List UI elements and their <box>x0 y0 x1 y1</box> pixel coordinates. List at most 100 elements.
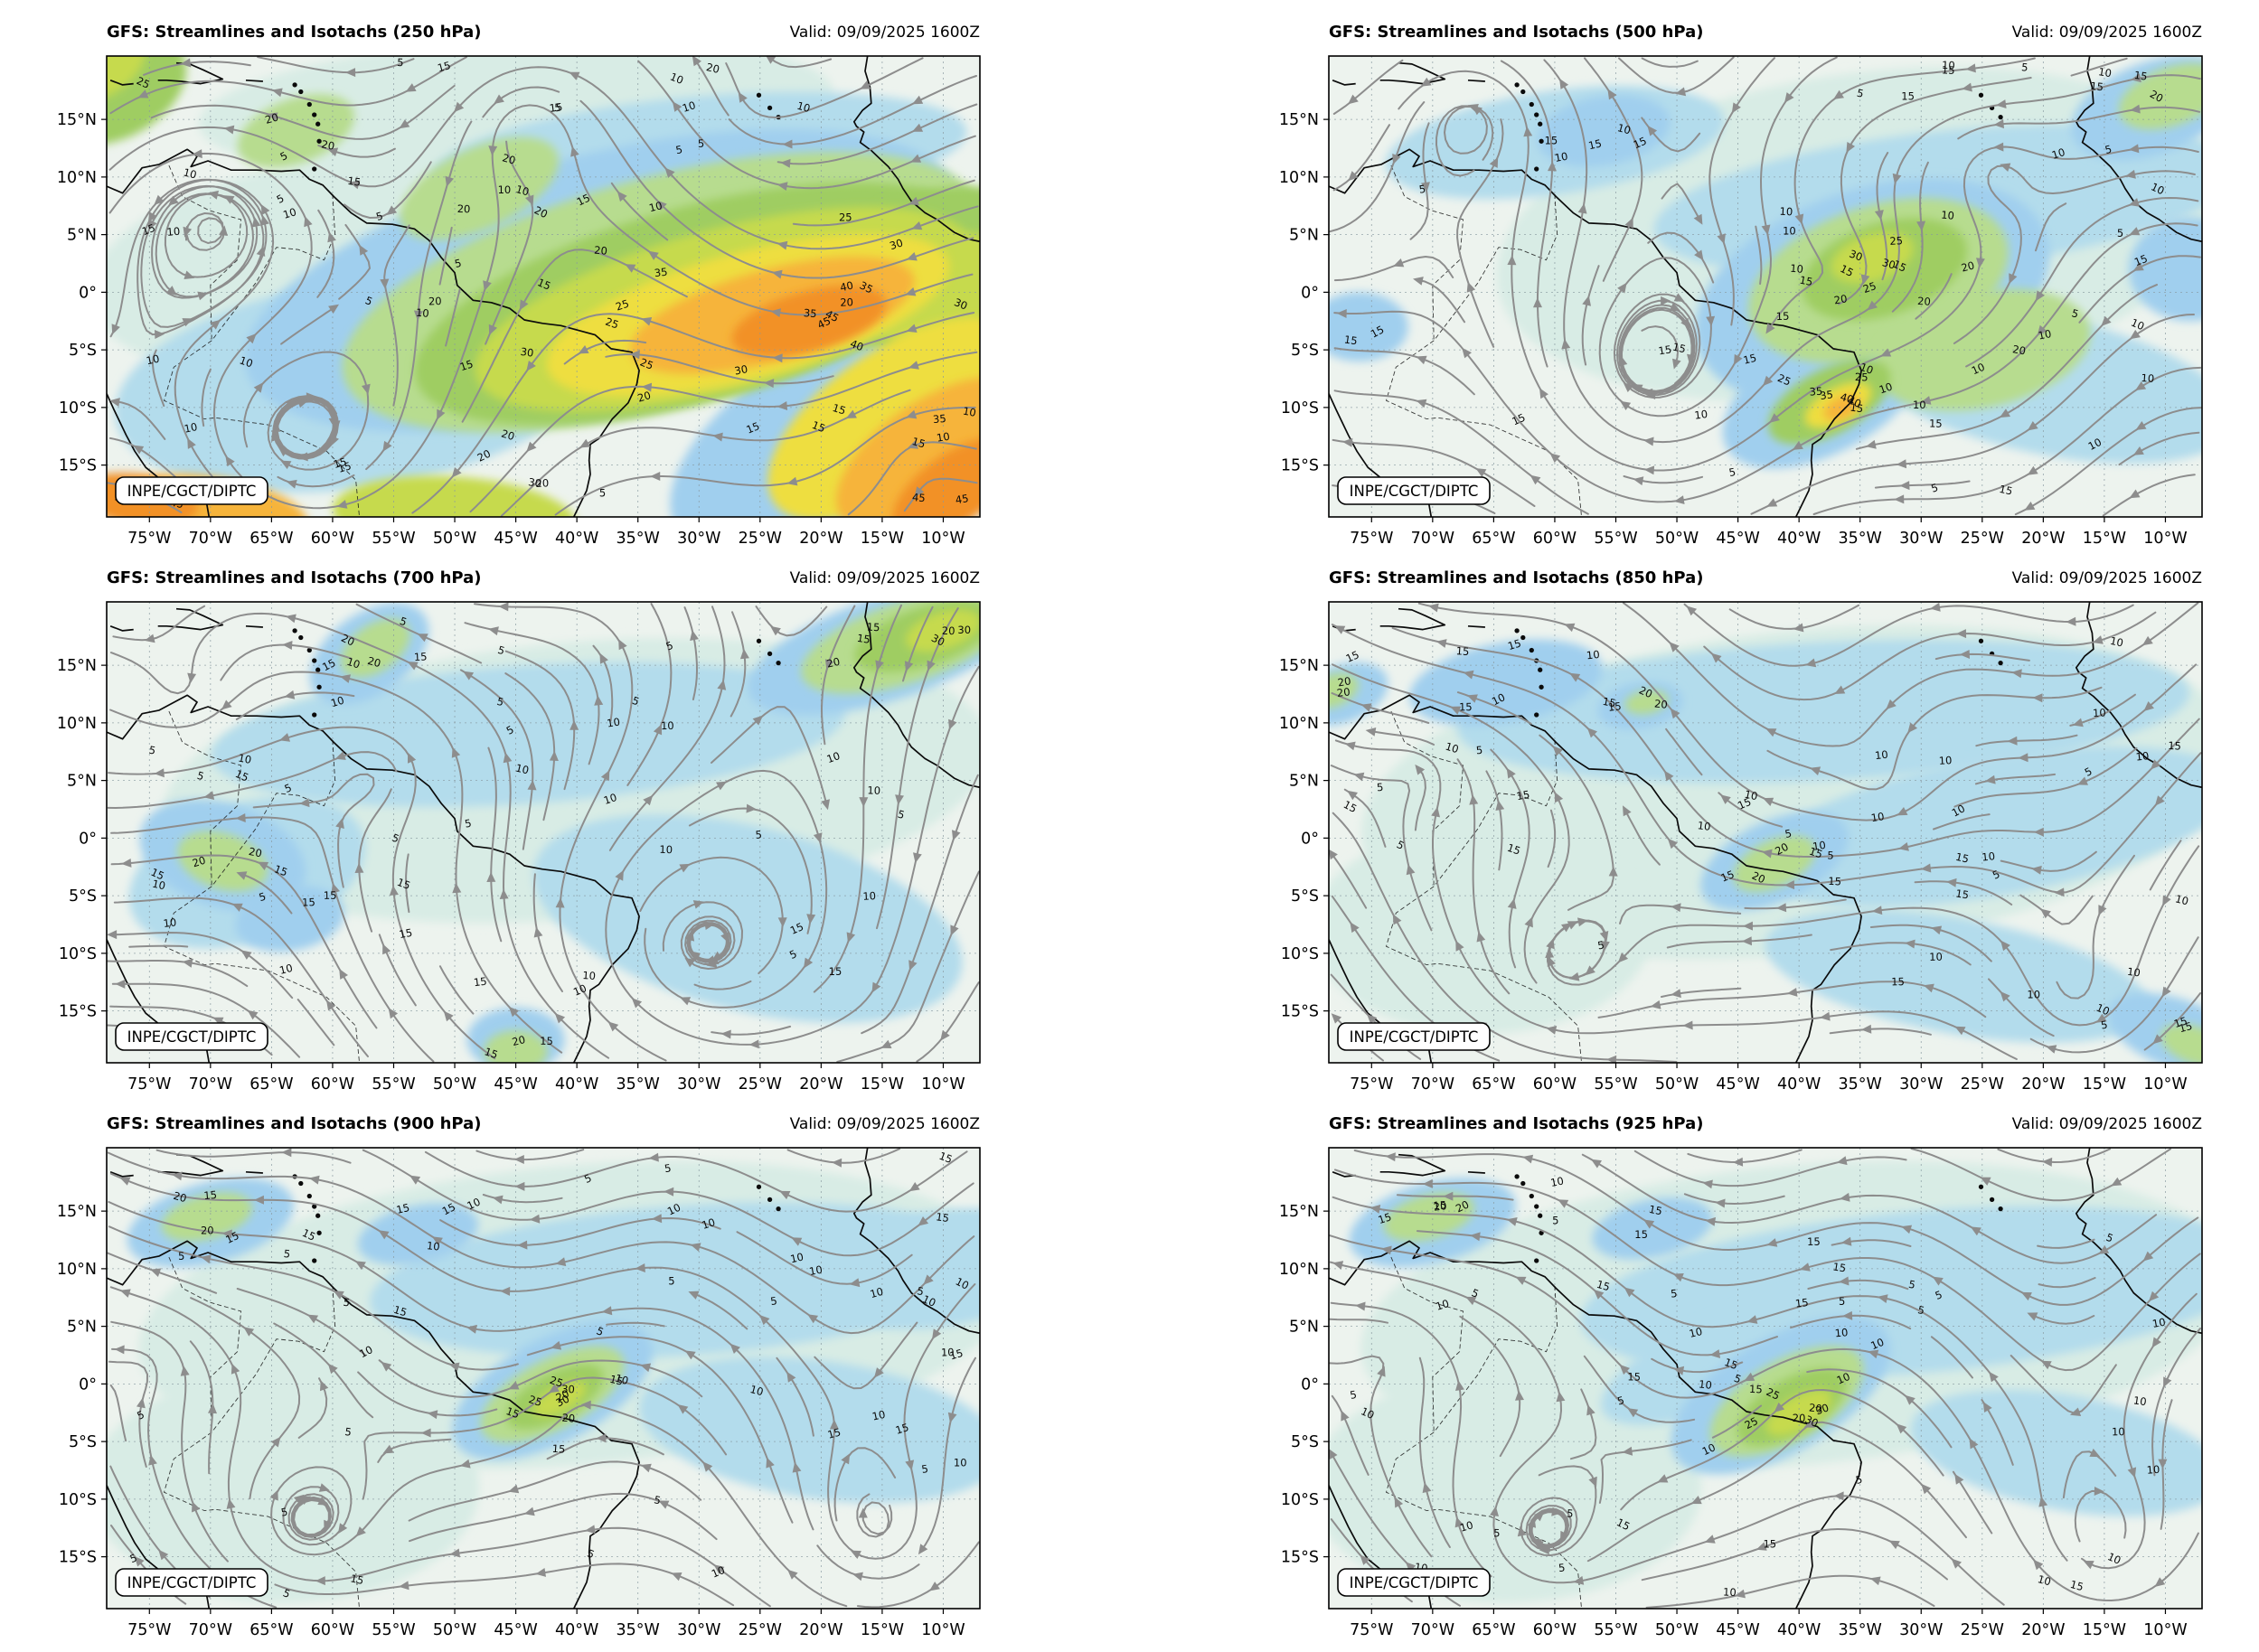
streamline-arrowhead <box>1669 642 1680 652</box>
streamline-arrowheads <box>1336 63 2147 511</box>
isotach-label: 15 <box>436 59 452 74</box>
streamline-arrowhead <box>1899 481 1910 491</box>
streamline-path <box>2000 850 2097 872</box>
streamline-arrowhead <box>905 287 917 296</box>
streamline-arrowhead <box>1746 1315 1758 1324</box>
streamline-arrowhead <box>1775 903 1787 913</box>
isotach-label: 5 <box>653 1493 662 1507</box>
streamline-path <box>1333 222 2198 503</box>
isotach-label: 15 <box>414 650 428 663</box>
isotach-label: 15 <box>1658 343 1673 357</box>
streamline-path <box>1934 652 2030 662</box>
streamline-arrowhead <box>1533 297 1542 308</box>
x-tick-label: 65°W <box>249 1075 293 1094</box>
streamline-arrowhead <box>148 219 157 230</box>
x-tick-label: 65°W <box>249 1621 293 1639</box>
streamline-arrowhead <box>197 291 209 301</box>
map-frame <box>106 601 981 1064</box>
island-dot <box>316 684 322 690</box>
isotach-label: 10 <box>2112 1425 2125 1438</box>
streamline-arrowhead <box>413 310 423 321</box>
streamline-path <box>1744 898 1847 910</box>
streamline-arrowhead <box>271 88 283 98</box>
isotach-label: 20 <box>1750 869 1767 887</box>
streamline-path <box>242 351 370 471</box>
y-tick-label: 5°S <box>69 1433 97 1451</box>
streamline-arrowhead <box>929 1582 940 1591</box>
streamline-arrowhead <box>380 278 390 289</box>
isotach-label: 10 <box>1942 59 1955 72</box>
streamline-path <box>554 406 976 516</box>
streamline-arrowhead <box>1765 323 1775 334</box>
streamline-arrowhead <box>846 932 856 943</box>
island-dot <box>767 651 773 657</box>
streamline-path <box>792 179 975 227</box>
streamline-path <box>1398 70 2199 472</box>
streamline-arrowhead <box>154 768 165 778</box>
x-tick-label: 60°W <box>1533 1075 1577 1094</box>
y-tick-label: 0° <box>79 1375 97 1394</box>
streamline-path <box>108 1201 814 1531</box>
isotach-label: 5 <box>664 1161 672 1175</box>
streamline-path <box>1930 1336 1973 1379</box>
streamline-arrowhead <box>824 659 834 671</box>
streamline-arrowhead <box>1332 1261 1344 1270</box>
streamline-path <box>903 477 978 512</box>
x-tick-label: 55°W <box>372 530 415 548</box>
streamline-path <box>767 56 833 69</box>
island-dot <box>1520 1180 1526 1187</box>
streamline-arrowhead <box>1431 806 1440 818</box>
streamline-arrowhead <box>1905 939 1915 949</box>
isotach-label: 5 <box>1732 1372 1743 1386</box>
x-tick-label: 55°W <box>1594 1621 1637 1639</box>
streamline-arrowhead <box>569 71 580 80</box>
isotach-label: 10 <box>954 1275 971 1292</box>
isotach-label: 5 <box>896 808 906 821</box>
panel-header: GFS: Streamlines and Isotachs (900 hPa) … <box>36 1104 1073 1140</box>
isotach-label: 5 <box>1596 938 1605 952</box>
coastline <box>107 148 640 517</box>
y-tick-label: 10°N <box>57 169 97 187</box>
streamline-arrowhead <box>1367 1014 1378 1025</box>
streamline-isotach-map: 5555510101010101010101015151515151515152… <box>1279 601 2203 1094</box>
weather-map-panel-925hpa: GFS: Streamlines and Isotachs (925 hPa) … <box>1258 1104 2259 1647</box>
streamline-arrowhead <box>1334 625 1346 634</box>
streamline-arrowhead <box>599 652 608 664</box>
streamline-arrowhead <box>549 750 559 761</box>
isotach-label: 15 <box>1799 274 1814 289</box>
y-tick-label: 15°S <box>59 1549 97 1567</box>
streamline-arrowhead <box>144 634 155 643</box>
streamline-arrowhead <box>1920 863 1932 873</box>
isotach-label: 10 <box>795 99 812 115</box>
streamline-arrowhead <box>339 968 348 980</box>
streamline-path <box>1329 1318 1388 1324</box>
coastline <box>109 80 134 86</box>
streamline-arrowhead <box>331 420 341 431</box>
streamline-path <box>1418 1356 1451 1548</box>
streamline-arrowhead <box>2129 227 2141 236</box>
streamline-arrowhead <box>1564 623 1576 633</box>
streamline-arrowhead <box>1545 947 1555 958</box>
weather-map-panel-250hpa: GFS: Streamlines and Isotachs (250 hPa) … <box>36 13 1073 555</box>
country-border <box>1385 886 1583 1063</box>
streamline-arrowhead <box>875 660 884 671</box>
streamline-path <box>201 368 212 427</box>
panel-valid-time: Valid: 09/09/2025 1600Z <box>789 1115 980 1133</box>
streamline-arrowhead <box>2020 1291 2032 1301</box>
streamline-path <box>1396 1194 1514 1201</box>
streamline-path <box>1953 746 2138 808</box>
credits-badge-label: INPE/CGCT/DIPTC <box>1350 1028 1479 1046</box>
streamline-arrowhead <box>328 304 339 314</box>
streamline-path <box>1641 325 1680 366</box>
streamline-arrowhead <box>2031 865 2042 875</box>
streamline-arrowhead <box>806 914 816 925</box>
streamline-path <box>1708 57 1775 326</box>
isotach-label: 15 <box>1719 868 1737 884</box>
streamline-path <box>1651 1357 1744 1374</box>
isotach-label: 15 <box>1602 695 1617 710</box>
streamline-arrowhead <box>219 225 228 236</box>
isotach-region <box>358 1203 478 1265</box>
isotach-label: 5 <box>391 831 401 846</box>
streamline-arrowhead <box>109 398 120 407</box>
streamline-path <box>1332 59 1404 115</box>
